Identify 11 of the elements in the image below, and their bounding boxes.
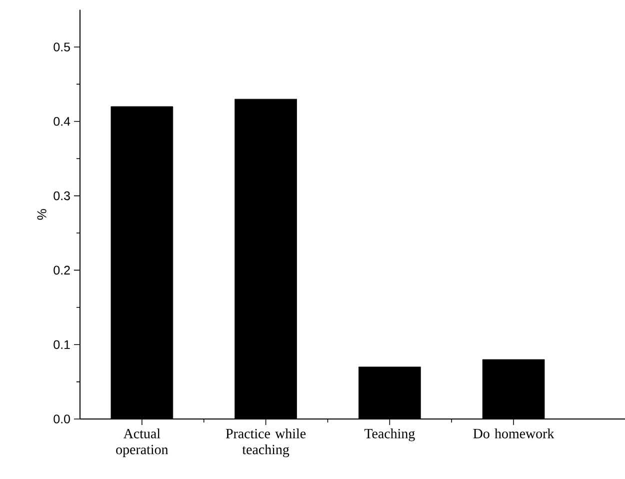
x-tick-label: Practice while teaching <box>226 428 306 458</box>
y-axis-title: % <box>37 209 46 220</box>
y-tick-label: 0.0 <box>54 414 70 424</box>
y-tick-label: 0.5 <box>54 42 70 52</box>
y-tick-label: 0.4 <box>54 117 70 126</box>
y-tick-label: 0.2 <box>54 266 70 275</box>
y-tick-label: 0.1 <box>54 340 70 350</box>
y-tick-label: 0.3 <box>54 191 70 200</box>
x-tick-label: Do homework <box>473 428 554 438</box>
x-tick-label: Teaching <box>364 428 415 442</box>
x-tick-label: Actual operation <box>116 428 168 458</box>
